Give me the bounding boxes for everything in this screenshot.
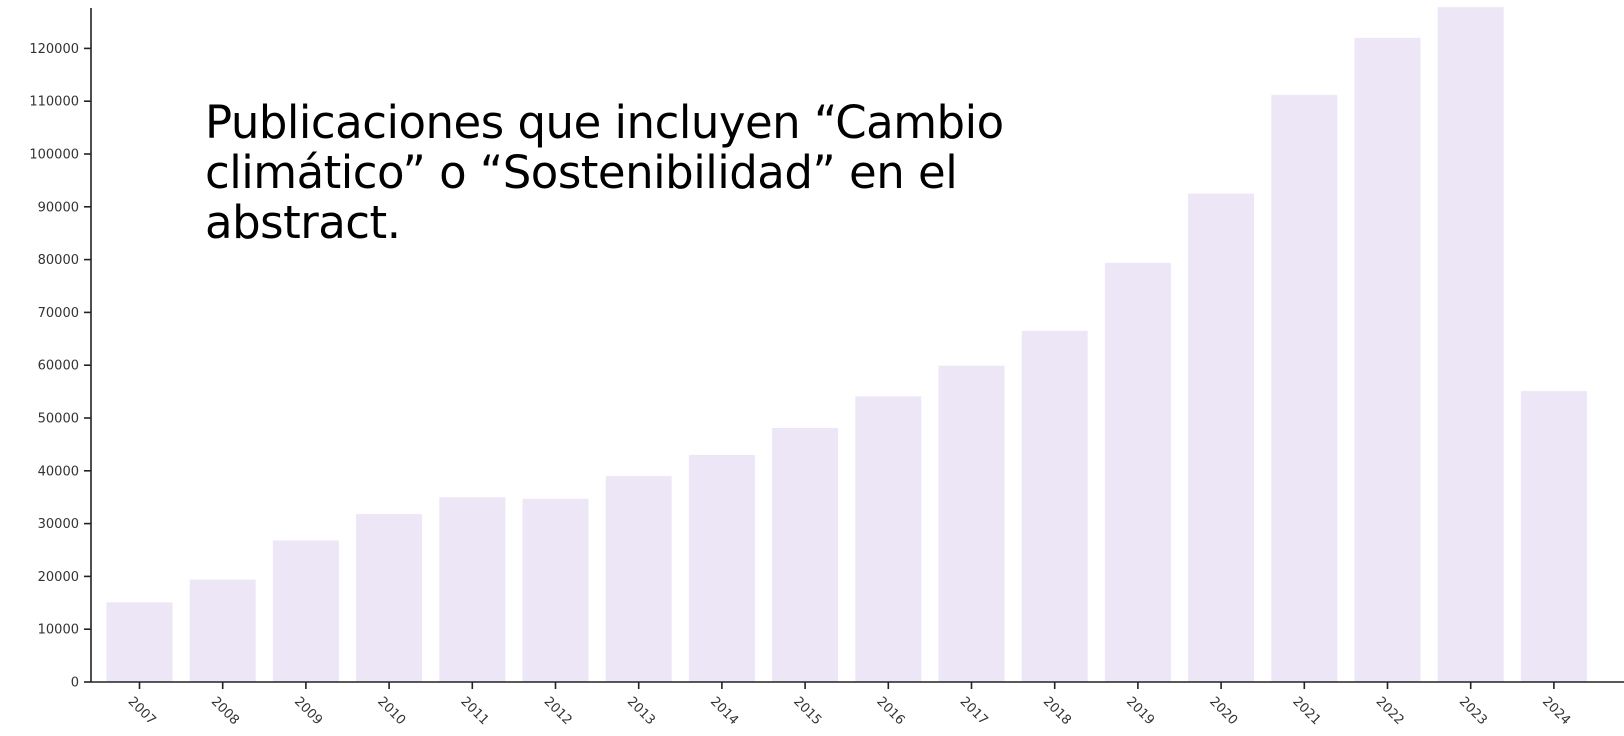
bar-2014: [688, 455, 755, 682]
y-tick-label-100000: 100000: [29, 148, 79, 163]
x-tick-label-2015: 2015: [790, 694, 824, 728]
y-tick-label-60000: 60000: [38, 359, 79, 374]
bar-2012: [522, 498, 589, 682]
y-tick-label-90000: 90000: [38, 200, 79, 215]
bar-2007: [106, 602, 173, 682]
x-tick-label-2008: 2008: [208, 694, 242, 728]
x-axis: 2007 2008 2009 2010 2011 2012 2013 2014 2015 2016…: [91, 681, 1624, 728]
y-axis: 0 10000 20000 30000 40000 50000 60000 70000 8000…: [29, 8, 92, 691]
bar-2015: [772, 428, 839, 682]
x-tick-label-2024: 2024: [1539, 694, 1573, 728]
chart-title: Publicaciones que incluyen “Cambio climá…: [205, 96, 1004, 249]
bar-2013: [605, 476, 672, 682]
y-tick-label-30000: 30000: [38, 517, 79, 532]
x-tick-label-2022: 2022: [1373, 694, 1407, 728]
bar-2020: [1188, 193, 1255, 682]
bar-2023: [1437, 7, 1504, 682]
x-tick-label-2007: 2007: [125, 694, 159, 728]
x-tick-label-2016: 2016: [873, 694, 907, 728]
y-tick-label-10000: 10000: [38, 623, 79, 638]
y-tick-label-120000: 120000: [29, 42, 79, 57]
bar-2011: [439, 497, 506, 682]
bar-2019: [1104, 262, 1171, 682]
y-tick-label-110000: 110000: [29, 95, 79, 110]
x-tick-label-2010: 2010: [374, 694, 408, 728]
bar-2009: [272, 540, 339, 682]
bar-2024: [1520, 391, 1587, 682]
bar-2018: [1021, 330, 1088, 682]
x-tick-label-2011: 2011: [457, 694, 491, 728]
bars-layer: [106, 7, 1587, 683]
y-tick-label-70000: 70000: [38, 306, 79, 321]
y-tick-label-50000: 50000: [38, 412, 79, 427]
bar-2021: [1271, 94, 1338, 682]
bar-2017: [938, 365, 1005, 682]
x-tick-label-2018: 2018: [1040, 694, 1074, 728]
bar-2016: [855, 396, 922, 682]
bar-2010: [356, 514, 423, 682]
x-tick-label-2021: 2021: [1289, 694, 1323, 728]
y-tick-label-20000: 20000: [38, 570, 79, 585]
x-tick-label-2014: 2014: [707, 694, 741, 728]
y-tick-label-40000: 40000: [38, 464, 79, 479]
x-tick-label-2019: 2019: [1123, 694, 1157, 728]
x-tick-label-2009: 2009: [291, 694, 325, 728]
x-tick-label-2017: 2017: [957, 694, 991, 728]
x-tick-label-2012: 2012: [541, 694, 575, 728]
x-tick-label-2020: 2020: [1206, 694, 1240, 728]
y-tick-label-80000: 80000: [38, 253, 79, 268]
y-tick-label-0: 0: [71, 676, 79, 691]
x-tick-label-2023: 2023: [1456, 694, 1490, 728]
x-tick-label-2013: 2013: [624, 694, 658, 728]
bar-2022: [1354, 37, 1421, 683]
bar-2008: [189, 579, 256, 682]
